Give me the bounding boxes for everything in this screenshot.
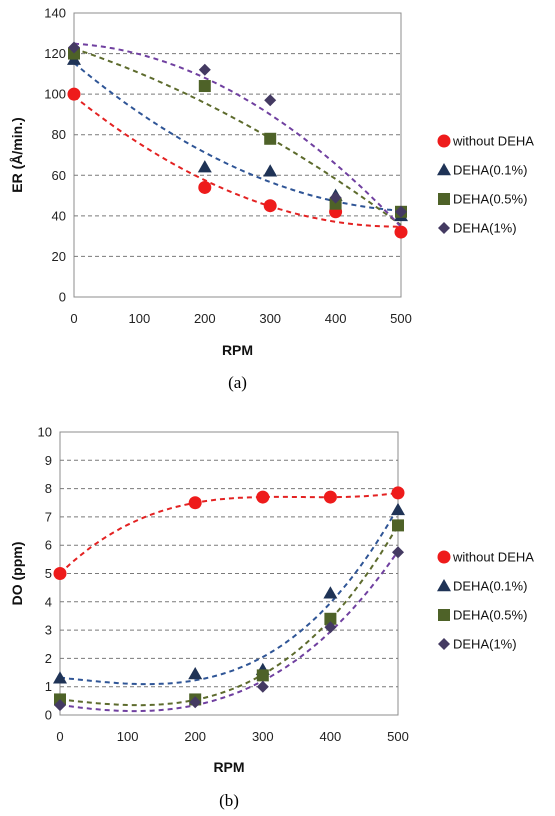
marker-without-deha — [188, 496, 202, 510]
y-tick-label: 20 — [52, 249, 66, 264]
legend-label: DEHA(1%) — [453, 221, 517, 236]
y-tick-label: 10 — [38, 425, 52, 440]
marker-deha-0-1 — [263, 164, 278, 177]
x-axis-title: RPM — [222, 342, 253, 358]
marker-without-deha — [263, 199, 277, 213]
x-tick-label: 200 — [184, 729, 206, 744]
plot-area — [73, 12, 402, 298]
marker-deha-1 — [324, 621, 337, 634]
trendline-without-deha — [59, 491, 399, 575]
figure-caption: (a) — [228, 373, 247, 392]
y-tick-label: 2 — [45, 651, 52, 666]
legend-label: DEHA(0.5%) — [453, 192, 527, 207]
x-tick-label: 400 — [325, 311, 347, 326]
y-axis-title: ER (Å/min.) — [9, 117, 25, 192]
marker-without-deha — [394, 225, 408, 239]
x-tick-label: 500 — [390, 311, 412, 326]
marker-without-deha — [53, 567, 67, 580]
marker-deha-0-5 — [68, 47, 80, 60]
y-tick-label: 9 — [45, 453, 52, 468]
y-tick-label: 80 — [52, 127, 66, 142]
legend-marker-without-deha — [437, 134, 451, 148]
marker-without-deha — [391, 486, 405, 500]
marker-deha-0-5 — [198, 80, 211, 93]
x-tick-label: 200 — [194, 311, 216, 326]
trendline-deha-0-1 — [73, 62, 402, 212]
trendline-deha-0-1 — [59, 506, 399, 686]
trendline-deha-0-5 — [59, 524, 399, 707]
legend-label: without DEHA — [452, 134, 534, 149]
legend-marker-deha-1 — [438, 222, 450, 234]
marker-deha-1 — [256, 680, 269, 693]
marker-without-deha — [67, 87, 81, 101]
marker-deha-1 — [392, 546, 404, 559]
marker-deha-0-5 — [329, 197, 342, 210]
trendline-deha-1 — [59, 550, 399, 713]
legend-marker-deha-1 — [438, 638, 450, 650]
legend-marker-deha-0-5 — [438, 609, 450, 621]
marker-deha-0-5 — [264, 132, 277, 145]
marker-deha-1 — [329, 191, 342, 204]
marker-deha-1 — [198, 63, 211, 76]
x-tick-label: 500 — [387, 729, 409, 744]
legend: without DEHA DEHA(0.1%) DEHA(0.5%) DEHA(1%) — [437, 134, 534, 236]
trendline-deha-1 — [73, 42, 402, 228]
marker-deha-0-5 — [256, 669, 269, 682]
x-tick-label: 0 — [70, 311, 77, 326]
legend-marker-without-deha — [437, 550, 451, 564]
marker-deha-1 — [54, 699, 66, 712]
legend-label: DEHA(0.1%) — [453, 163, 527, 178]
y-tick-label: 8 — [45, 481, 52, 496]
trendline-deha-0-5 — [73, 47, 402, 226]
marker-deha-1 — [395, 205, 407, 218]
marker-deha-0-1 — [197, 160, 212, 173]
y-axis-title: DO (ppm) — [9, 542, 25, 606]
y-tick-label: 140 — [44, 6, 66, 21]
x-tick-label: 300 — [259, 311, 281, 326]
marker-deha-0-1 — [391, 502, 405, 516]
marker-deha-0-1 — [188, 666, 203, 680]
chart-a: 0 20 40 60 80 100 120 140 0 100 200 300 400 500 RPM ER … — [9, 6, 534, 393]
legend: without DEHA DEHA(0.1%) DEHA(0.5%) DEHA(1%) — [437, 550, 534, 652]
legend-label: DEHA(1%) — [453, 637, 517, 652]
marker-deha-1 — [68, 41, 80, 54]
marker-deha-0-5 — [392, 519, 404, 532]
x-tick-label: 400 — [320, 729, 342, 744]
y-tick-label: 120 — [44, 46, 66, 61]
y-tick-label: 4 — [45, 594, 52, 609]
marker-deha-1 — [264, 94, 277, 107]
y-tick-label: 0 — [45, 708, 52, 723]
x-tick-label: 100 — [129, 311, 151, 326]
trendline-without-deha — [73, 95, 402, 228]
x-axis-title: RPM — [213, 759, 244, 775]
marker-deha-0-1 — [323, 586, 338, 599]
marker-without-deha — [198, 180, 212, 194]
marker-deha-0-1 — [53, 671, 67, 684]
y-tick-label: 100 — [44, 87, 66, 102]
y-tick-label: 0 — [59, 290, 66, 305]
marker-without-deha — [323, 490, 337, 504]
legend-marker-deha-0-5 — [438, 193, 450, 205]
y-tick-label: 5 — [45, 566, 52, 581]
legend-marker-deha-0-1 — [437, 163, 451, 176]
legend-marker-deha-0-1 — [437, 579, 451, 592]
legend-label: DEHA(0.5%) — [453, 608, 527, 623]
marker-without-deha — [256, 490, 270, 504]
figure-caption: (b) — [219, 791, 239, 810]
x-tick-label: 0 — [56, 729, 63, 744]
y-tick-label: 7 — [45, 509, 52, 524]
x-tick-label: 300 — [252, 729, 274, 744]
y-tick-label: 1 — [45, 679, 52, 694]
y-tick-label: 3 — [45, 623, 52, 638]
marker-deha-0-5 — [324, 612, 337, 625]
legend-label: without DEHA — [452, 550, 534, 565]
marker-deha-1 — [189, 696, 202, 709]
legend-label: DEHA(0.1%) — [453, 579, 527, 594]
y-tick-label: 60 — [52, 168, 66, 183]
y-tick-label: 6 — [45, 538, 52, 553]
x-tick-label: 100 — [117, 729, 139, 744]
y-tick-label: 40 — [52, 208, 66, 223]
